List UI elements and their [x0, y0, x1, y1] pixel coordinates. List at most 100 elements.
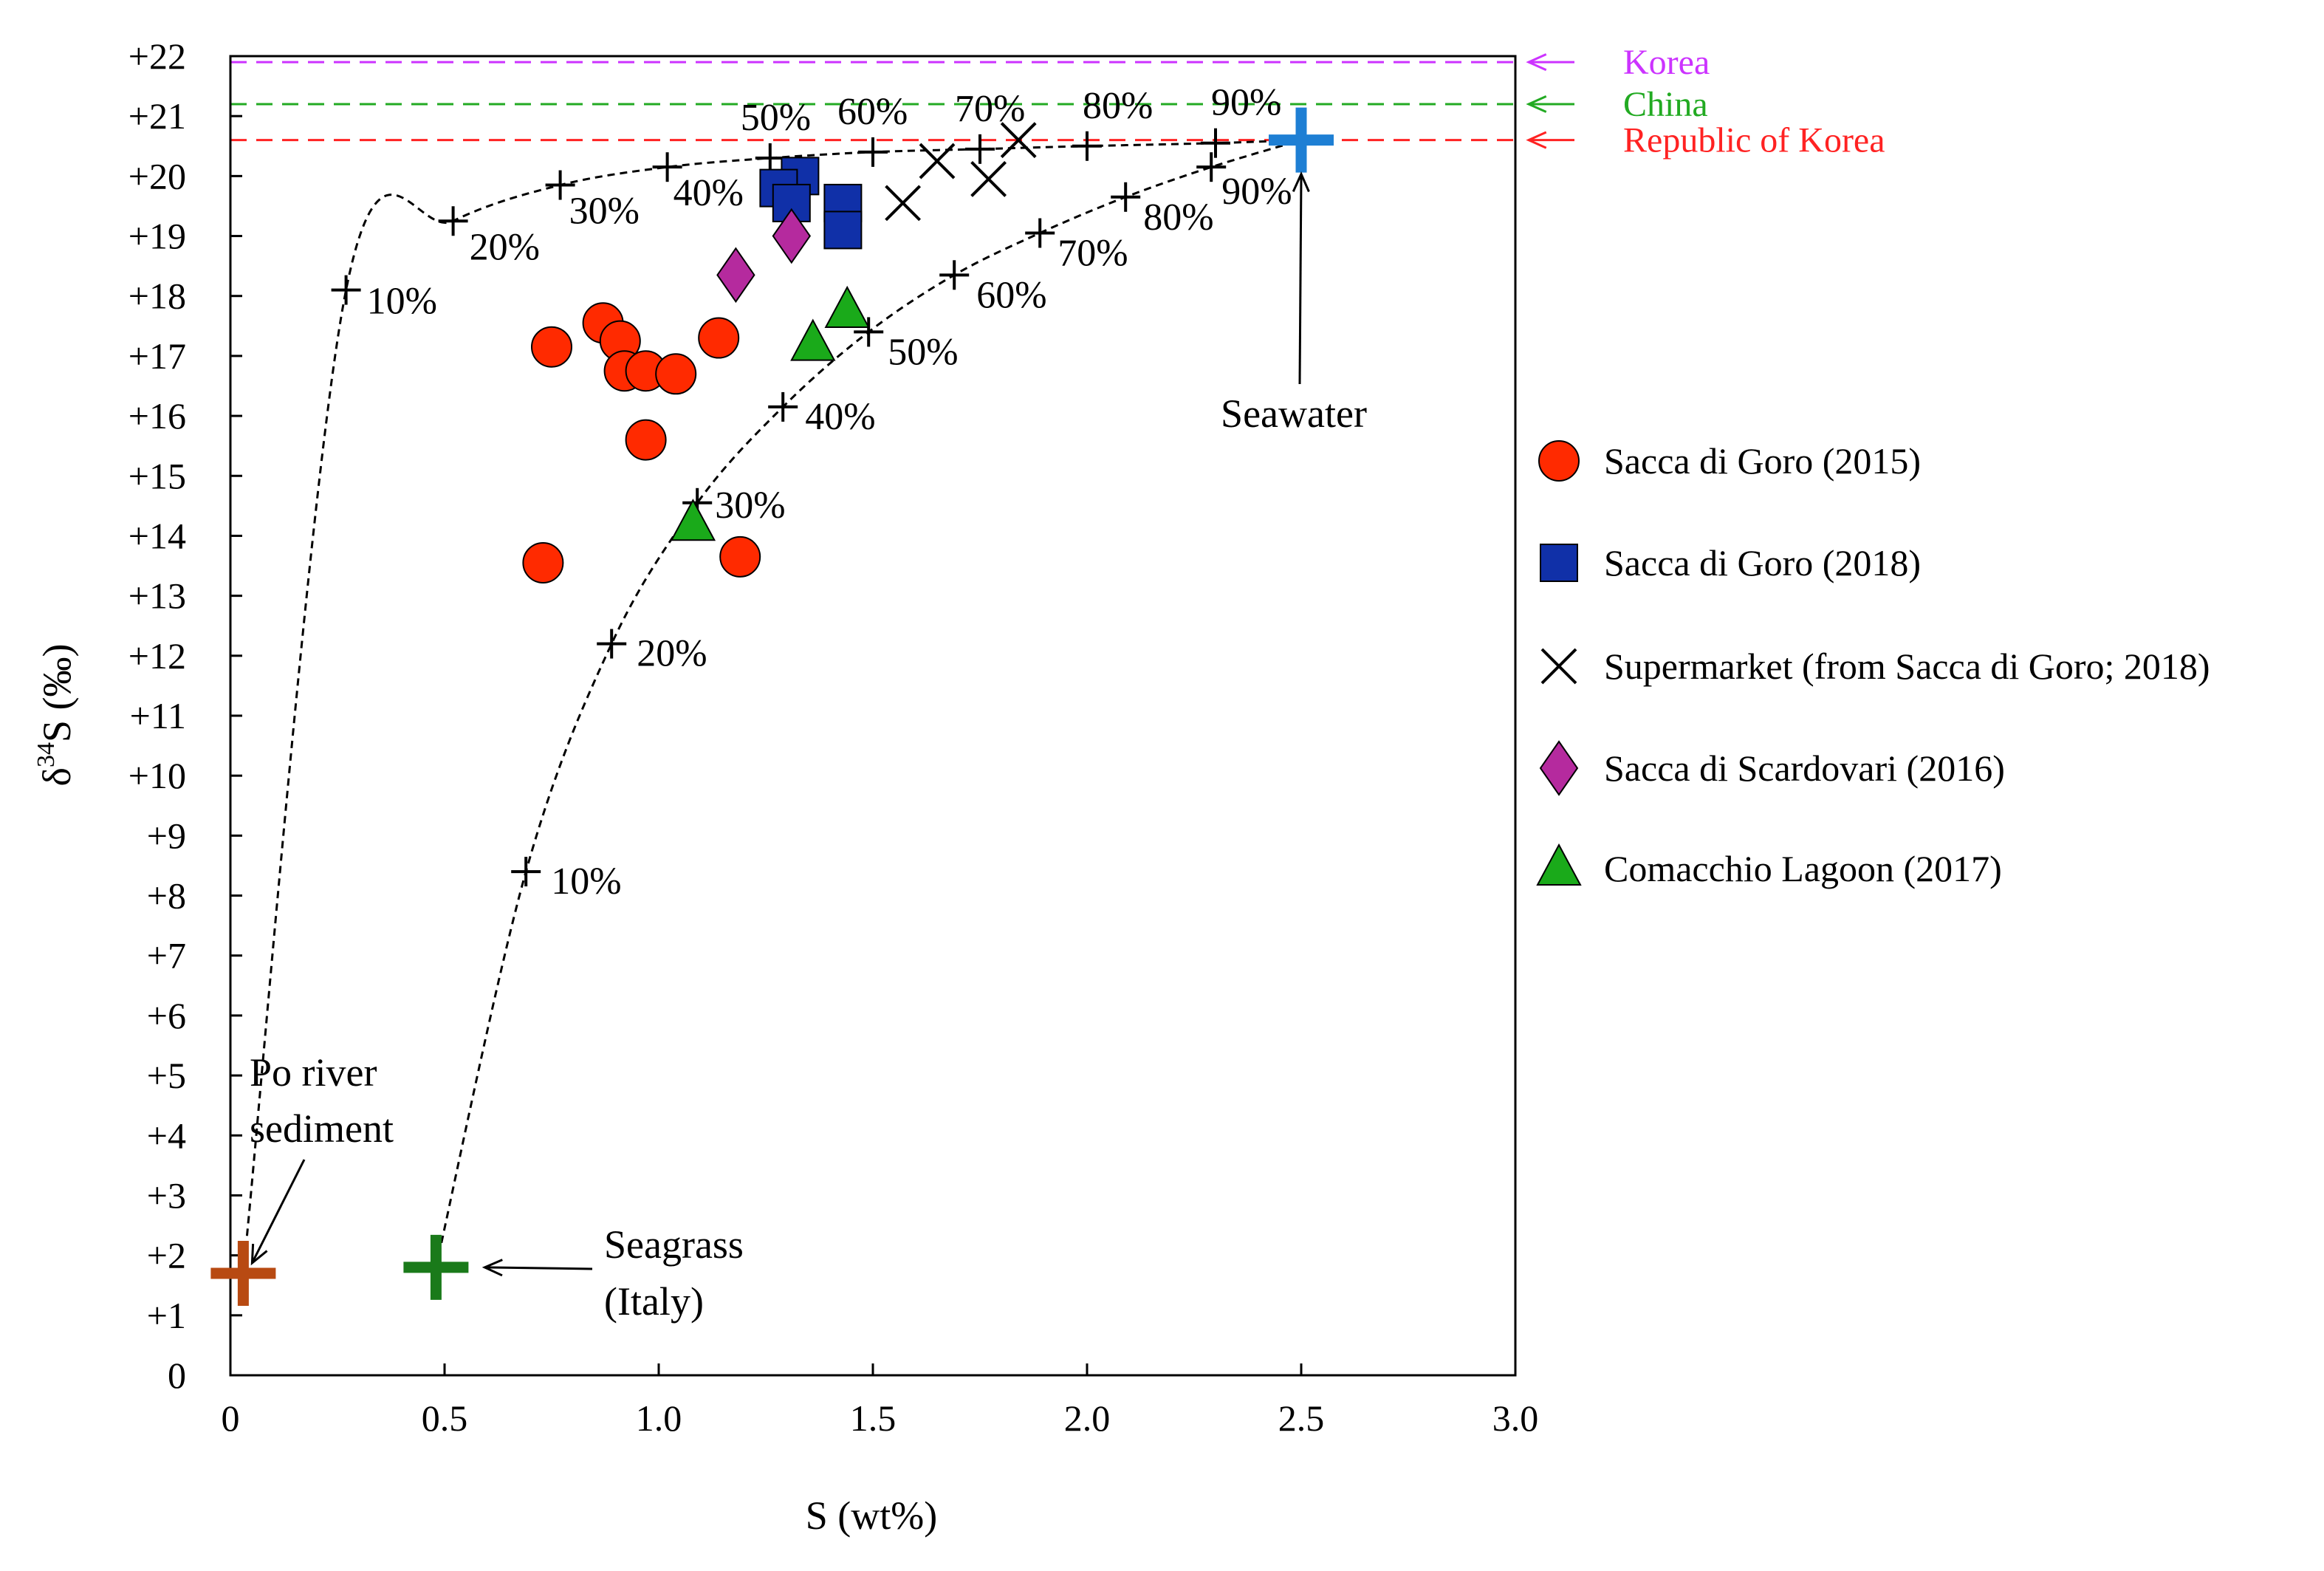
mixing-mark	[545, 170, 575, 200]
legend-marker-triangle	[1536, 843, 1582, 886]
y-tick-label: +9	[147, 815, 186, 856]
x-tick-label: 2.0	[1064, 1397, 1111, 1439]
data-point-x-stroke2	[885, 185, 922, 222]
annotations: Po river sediment Seagrass (Italy) Seawa…	[250, 171, 1367, 1324]
x-tick-label: 2.5	[1278, 1397, 1325, 1439]
endmember-marker	[210, 1240, 276, 1306]
y-tick-label: +8	[147, 875, 186, 917]
reference-arrow-head	[1526, 53, 1547, 72]
mixing-mark	[1111, 182, 1141, 212]
data-point-triangle	[670, 499, 716, 541]
data-point-circle	[531, 326, 572, 368]
x-axis-title: S (wt%)	[806, 1493, 937, 1538]
y-tick-label: +7	[147, 935, 186, 976]
y-tick-label: +13	[128, 575, 186, 617]
mixing-percent-label: 50%	[888, 331, 958, 373]
reference-arrow	[1526, 53, 1574, 72]
mixing-percent-label: 90%	[1221, 171, 1292, 213]
y-tick-label: +20	[128, 155, 186, 196]
y-tick-label: +17	[128, 335, 186, 377]
tick-marks: 0 +1 +2 +3 +4 +5 +6 +7 +8 +9 +10 +11 +12 +13 +14 +15 +16…	[128, 35, 1538, 1439]
data-point-triangle	[790, 318, 836, 361]
endmember-marker	[403, 1234, 469, 1300]
mixing-percent-label: 30%	[569, 191, 640, 233]
mixing-curve	[434, 139, 1302, 1268]
data-point-x	[885, 185, 922, 222]
plot-frame	[229, 55, 1517, 1377]
mixing-percent-label: 60%	[976, 274, 1046, 316]
mixing-mark	[652, 152, 682, 182]
data-point-circle	[522, 541, 564, 583]
seagrass-label-line1: Seagrass	[604, 1222, 744, 1267]
mixing-mark	[1196, 152, 1227, 182]
y-tick-label: +18	[128, 275, 186, 317]
mixing-percent-label: 70%	[1058, 232, 1128, 274]
y-tick-label: +6	[147, 995, 186, 1036]
po-river-label-line1: Po river	[250, 1050, 377, 1095]
seawater-arrow	[1292, 171, 1310, 385]
mixing-mark	[331, 275, 361, 305]
data-point-x-stroke2	[970, 161, 1007, 197]
x-tick-label: 1.5	[850, 1397, 897, 1439]
y-tick-label: +11	[130, 695, 186, 736]
mixing-mark	[1025, 218, 1055, 248]
y-tick-label: +1	[147, 1295, 186, 1336]
data-point-x	[1000, 122, 1037, 159]
mixing-mark	[597, 629, 627, 659]
reference-label: Republic of Korea	[1623, 121, 1885, 160]
data-point-circle	[698, 317, 740, 359]
legend-marker-x-stroke2	[1540, 648, 1577, 685]
seagrass-arrow-shaft	[484, 1266, 593, 1270]
mixing-mark	[768, 391, 798, 422]
legend-label: Comacchio Lagoon (2017)	[1604, 848, 2002, 889]
x-tick-label: 0.5	[422, 1397, 468, 1439]
mixing-percent-label: 90%	[1211, 82, 1281, 124]
legend: Sacca di Goro (2015) Sacca di Goro (2018)…	[1536, 440, 2210, 889]
seawater-label: Seawater	[1221, 391, 1367, 436]
legend-label: Sacca di Goro (2018)	[1604, 542, 1921, 583]
endmembers	[210, 107, 1334, 1306]
reference-arrow	[1526, 131, 1574, 149]
mixing-mark	[511, 857, 541, 887]
mixing-percent-label: 20%	[470, 226, 540, 268]
data-point-diamond	[772, 208, 812, 264]
data-point-circle	[655, 353, 697, 395]
mixing-percent-label: 10%	[551, 860, 621, 903]
seawater-arrow-head	[1292, 171, 1310, 193]
mixing-percent-label: 30%	[715, 485, 785, 527]
data-point-triangle	[824, 285, 870, 329]
mixing-percent-label: 80%	[1083, 85, 1153, 127]
data-point-x-stroke2	[1000, 122, 1037, 159]
mixing-mark	[755, 143, 785, 174]
reference-label: China	[1623, 85, 1708, 124]
seagrass-label-line2: (Italy)	[604, 1279, 704, 1324]
mixing-percent-label: 20%	[637, 633, 707, 675]
mixing-mark	[854, 317, 884, 347]
y-tick-label: +4	[147, 1115, 186, 1156]
mixing-mark	[858, 137, 888, 167]
y-tick-label: +21	[128, 95, 186, 137]
mixing-percent-label: 40%	[805, 396, 875, 438]
mixing-mark	[438, 206, 468, 236]
mixing-percent-label: 70%	[955, 88, 1025, 130]
data-point-x	[970, 161, 1007, 197]
mixing-percent-label: 10%	[367, 281, 437, 323]
y-tick-label: +16	[128, 395, 186, 437]
po-river-arrow	[250, 1159, 306, 1266]
y-tick-label: +10	[128, 755, 186, 796]
reference-arrow-head	[1526, 131, 1547, 149]
data-point-circle	[625, 419, 667, 461]
mixing-mark	[939, 260, 970, 290]
legend-label: Sacca di Goro (2015)	[1604, 440, 1921, 482]
data-point-circle	[719, 535, 761, 578]
x-tick-label: 3.0	[1492, 1397, 1539, 1439]
y-axis-title-rest: S (‰)	[35, 644, 79, 743]
endmember-marker	[1269, 107, 1334, 173]
y-tick-label: +14	[128, 515, 186, 556]
legend-label: Sacca di Scardovari (2016)	[1604, 747, 2005, 789]
x-tick-label: 1.0	[636, 1397, 682, 1439]
y-tick-label: 0	[168, 1355, 186, 1396]
y-tick-label: +12	[128, 635, 186, 677]
mixing-percent-label: 50%	[741, 97, 811, 139]
